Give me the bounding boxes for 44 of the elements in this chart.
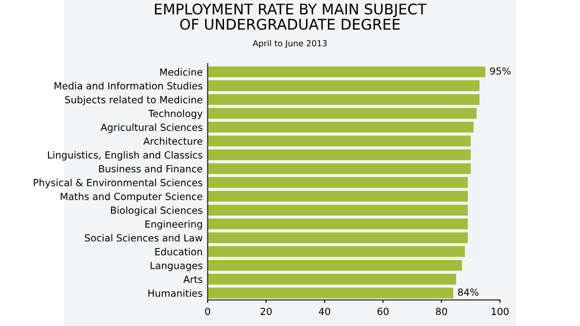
- bar: [208, 136, 471, 146]
- y-tick-label: Business and Finance: [99, 164, 202, 172]
- x-tick-label: 60: [378, 308, 389, 316]
- x-tick-label: 80: [436, 308, 448, 316]
- y-tick-label: Subjects related to Medicine: [65, 96, 202, 106]
- y-tick-label: Maths and Computer Science: [60, 192, 202, 202]
- bar: [208, 204, 468, 216]
- y-tick-label: Linguistics, English and Classics: [48, 151, 202, 161]
- bar: [208, 163, 471, 174]
- x-tick-label: 20: [260, 308, 272, 316]
- bar: [208, 274, 456, 285]
- y-tick-label: Biological Sciences: [111, 206, 202, 216]
- y-tick-label: Agricultural Sciences: [100, 123, 202, 133]
- x-tick-label: 40: [318, 308, 330, 316]
- y-tick-label: Humanities: [148, 289, 202, 297]
- bar: [208, 108, 477, 119]
- data-label: 84%: [458, 288, 478, 296]
- bar: [208, 80, 480, 92]
- bar: [208, 288, 454, 298]
- chart-subtitle: April to June 2013: [252, 40, 327, 48]
- chart-title: EMPLOYMENT RATE BY MAIN SUBJECT OF UNDERGRADUATE DEGREE: [154, 4, 426, 30]
- y-tick-label: Technology: [148, 110, 202, 120]
- bar: [208, 177, 468, 188]
- y-tick-label: Languages: [150, 262, 202, 272]
- bar: [208, 149, 471, 160]
- bar: [208, 94, 480, 105]
- y-tick-label: Education: [155, 248, 202, 256]
- bar: [208, 218, 468, 230]
- x-tick-label: 100: [492, 308, 509, 316]
- y-tick-label: Social Sciences and Law: [84, 234, 202, 242]
- data-label: 95%: [490, 67, 511, 75]
- bar: [208, 122, 474, 133]
- x-tick-label: 0: [205, 308, 210, 316]
- y-tick-label: Engineering: [145, 220, 202, 230]
- y-tick-label: Arts: [183, 276, 202, 284]
- bar: [208, 232, 468, 244]
- bar: [208, 66, 486, 78]
- bar: [208, 246, 465, 257]
- bar: [208, 190, 468, 202]
- y-tick-label: Architecture: [143, 137, 202, 145]
- y-tick-label: Media and Information Studies: [54, 82, 202, 90]
- y-tick-label: Physical & Environmental Sciences: [34, 178, 202, 188]
- bar: [208, 260, 462, 271]
- y-tick-label: Medicine: [160, 68, 202, 76]
